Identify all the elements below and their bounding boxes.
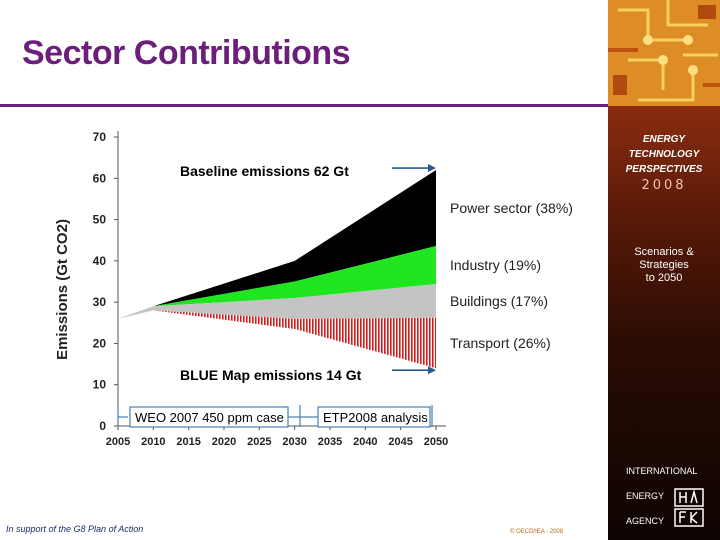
x-tick-label: 2035 [318, 436, 342, 448]
y-tick-label: 30 [93, 295, 107, 309]
y-tick-label: 60 [93, 171, 107, 185]
x-tick-label: 2045 [388, 436, 412, 448]
etp-annotation: ETP2008 analysis [323, 410, 428, 425]
footer-g8-note: In support of the G8 Plan of Action [6, 524, 144, 534]
legend-industry: Industry (19%) [450, 257, 541, 273]
etp-year: 2008 [641, 178, 687, 193]
slide-title: Sector Contributions [22, 34, 351, 72]
baseline-annotation: Baseline emissions 62 Gt [180, 163, 349, 179]
side-panel [608, 0, 720, 540]
etp-branding: ENERGY TECHNOLOGY PERSPECTIVES [625, 134, 703, 175]
title-divider [0, 104, 608, 107]
x-tick-label: 2005 [106, 436, 130, 448]
x-tick-label: 2030 [282, 436, 306, 448]
legend-buildings: Buildings (17%) [450, 293, 548, 309]
iea-label-international: INTERNATIONAL [626, 466, 698, 476]
y-tick-label: 20 [93, 336, 107, 350]
y-tick-label: 70 [93, 130, 107, 144]
scenarios-subtitle: Scenarios & Strategies to 2050 [634, 246, 694, 284]
baseline-arrow-head [428, 164, 436, 173]
y-tick-label: 50 [93, 213, 107, 227]
blue-map-arrow-head [428, 366, 436, 375]
area-buildings [118, 284, 436, 319]
footer-copyright: © OECD/IEA - 2008 [510, 529, 564, 535]
blue-map-annotation: BLUE Map emissions 14 Gt [180, 367, 362, 383]
y-tick-label: 10 [93, 378, 107, 392]
y-tick-label: 0 [99, 419, 106, 433]
x-tick-label: 2025 [247, 436, 271, 448]
y-tick-label: 40 [93, 254, 107, 268]
x-tick-label: 2015 [176, 436, 200, 448]
x-tick-label: 2050 [424, 436, 448, 448]
x-tick-label: 2020 [212, 436, 236, 448]
legend-transport: Transport (26%) [450, 335, 551, 351]
circuit-art-image [608, 0, 720, 106]
area-transport [118, 310, 436, 369]
x-tick-label: 2010 [141, 436, 165, 448]
y-axis-label: Emissions (Gt CO2) [54, 219, 71, 360]
weo-annotation: WEO 2007 450 ppm case [135, 410, 284, 425]
area-power-sector [118, 170, 436, 319]
iea-label-agency: AGENCY [626, 516, 665, 526]
iea-label-energy: ENERGY [626, 491, 665, 501]
x-tick-label: 2040 [353, 436, 377, 448]
area-industry [118, 246, 436, 319]
iea-logo-icon [674, 488, 704, 527]
legend-power-sector: Power sector (38%) [450, 200, 573, 216]
